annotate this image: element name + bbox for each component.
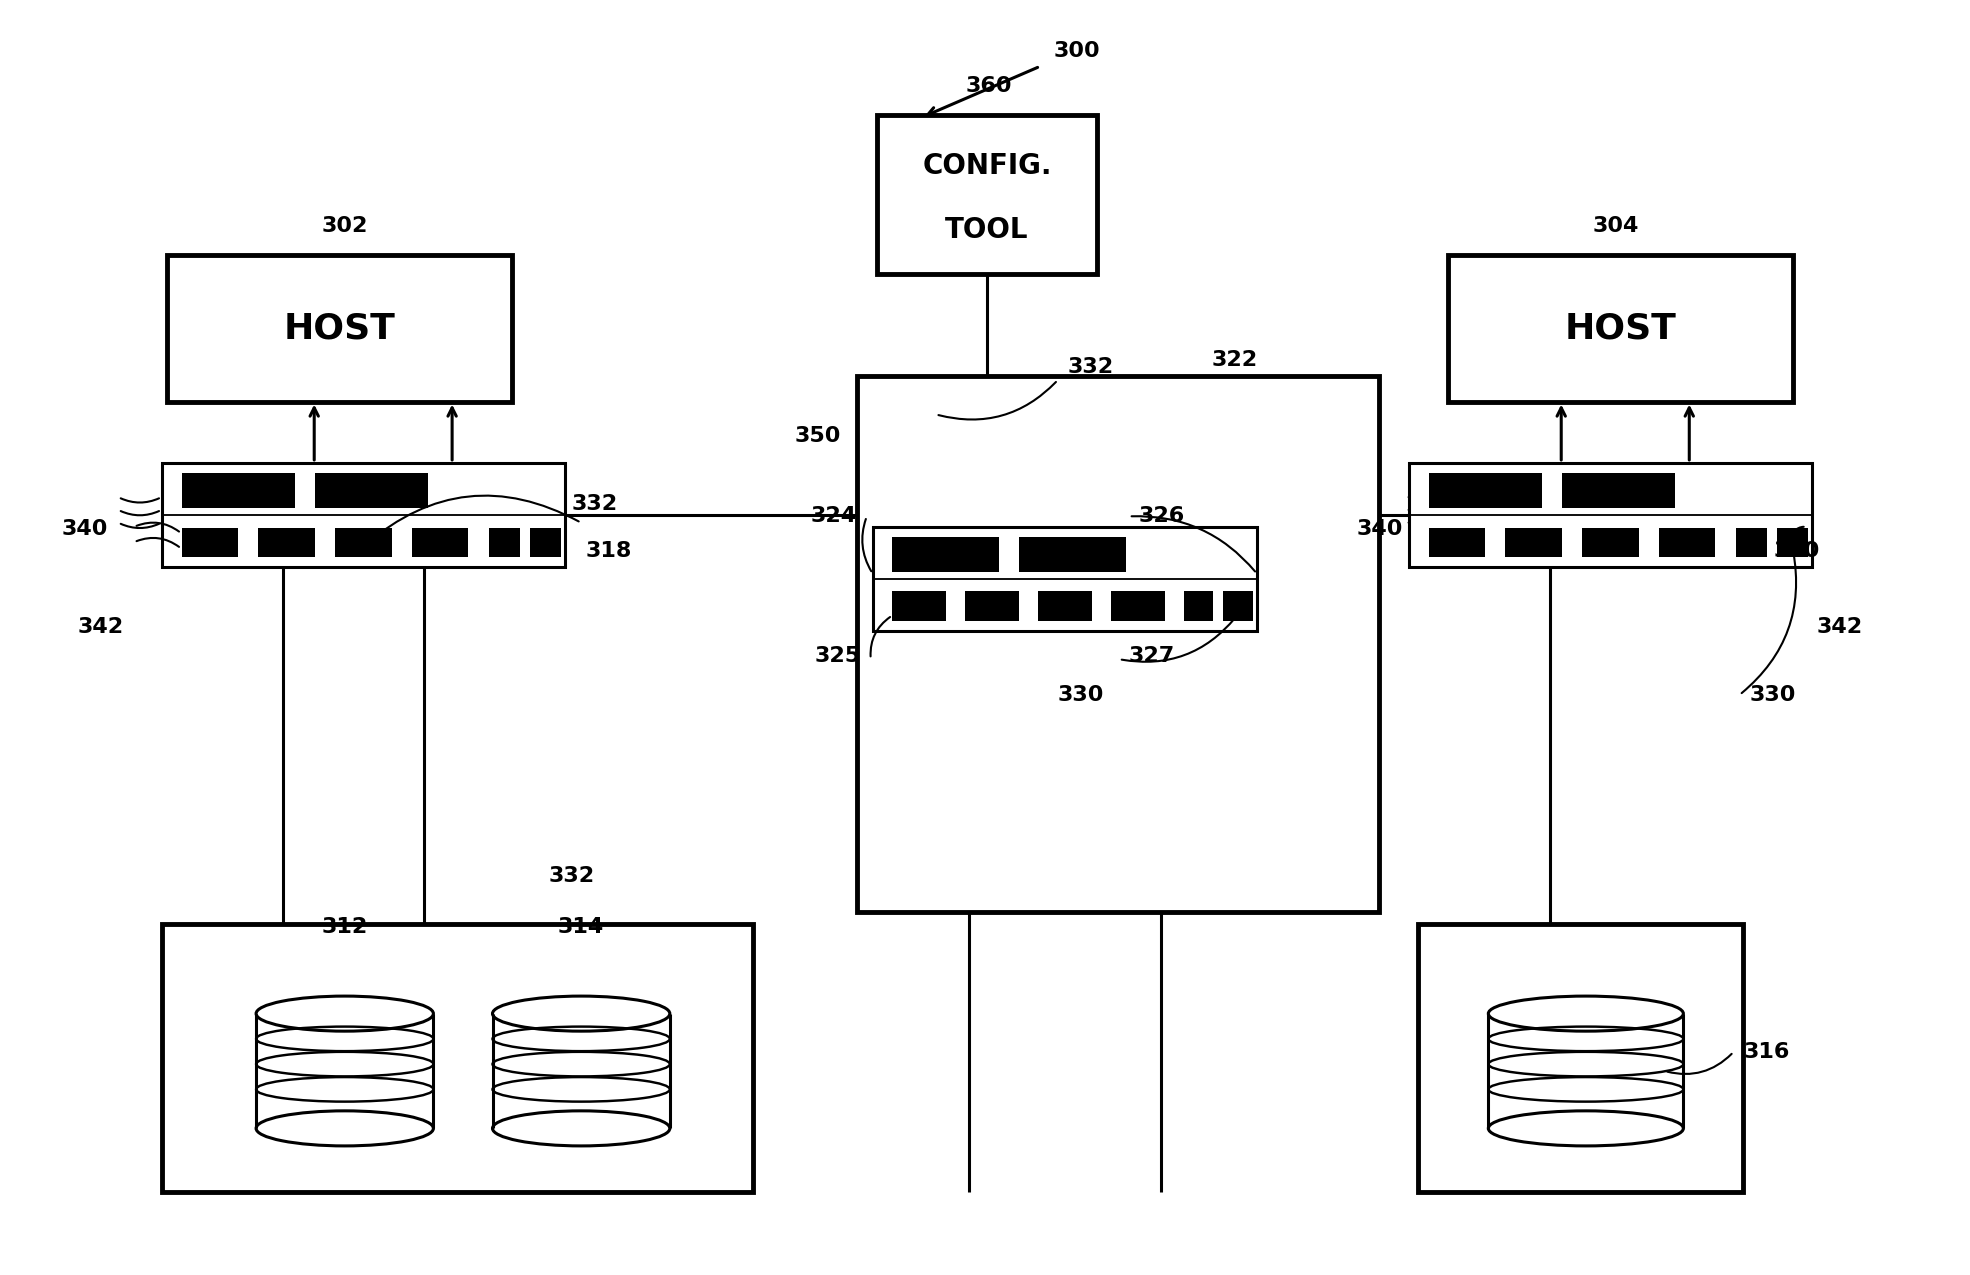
Bar <box>315 473 427 507</box>
Bar <box>181 473 296 507</box>
Text: 325: 325 <box>816 645 861 666</box>
Bar <box>1448 255 1793 402</box>
Text: 318: 318 <box>585 541 632 561</box>
Bar <box>1489 1014 1682 1128</box>
Bar <box>1777 528 1808 557</box>
Ellipse shape <box>256 996 433 1031</box>
Bar <box>489 528 520 557</box>
Bar <box>258 528 315 557</box>
Text: CONFIG.: CONFIG. <box>922 152 1052 180</box>
Bar <box>162 463 565 567</box>
Bar <box>162 924 753 1192</box>
Bar <box>1111 592 1164 621</box>
Bar <box>256 1014 433 1128</box>
Bar <box>167 255 512 402</box>
Ellipse shape <box>256 1111 433 1146</box>
Text: 327: 327 <box>1129 645 1174 666</box>
Bar <box>857 376 1379 912</box>
Bar <box>1418 924 1743 1192</box>
Text: 312: 312 <box>321 917 368 937</box>
Bar <box>892 592 946 621</box>
Text: 342: 342 <box>1816 617 1862 638</box>
Ellipse shape <box>492 1111 670 1146</box>
Ellipse shape <box>1489 1111 1684 1146</box>
Bar <box>181 528 238 557</box>
Text: 300: 300 <box>1054 41 1101 61</box>
Text: 326: 326 <box>1139 506 1184 527</box>
Bar <box>877 115 1097 274</box>
Text: 342: 342 <box>79 617 124 638</box>
Text: 316: 316 <box>1743 1042 1791 1062</box>
Text: 304: 304 <box>1592 215 1639 236</box>
Bar <box>1184 592 1214 621</box>
Bar <box>1428 528 1485 557</box>
Text: TOOL: TOOL <box>946 215 1028 244</box>
Text: 314: 314 <box>558 917 605 937</box>
Text: 302: 302 <box>321 215 368 236</box>
Bar <box>1659 528 1716 557</box>
Text: HOST: HOST <box>1564 311 1676 346</box>
Bar <box>1736 528 1767 557</box>
Bar <box>530 528 561 557</box>
Bar <box>965 592 1018 621</box>
Text: 320: 320 <box>1773 541 1820 561</box>
Text: 340: 340 <box>1355 519 1403 539</box>
Bar <box>1428 473 1543 507</box>
Bar <box>1018 537 1127 571</box>
Text: 340: 340 <box>61 519 108 539</box>
Text: 332: 332 <box>1068 357 1113 377</box>
Text: 322: 322 <box>1212 349 1257 370</box>
Bar <box>1562 473 1674 507</box>
Ellipse shape <box>1489 996 1684 1031</box>
Bar <box>1223 592 1253 621</box>
Text: 330: 330 <box>1058 685 1105 705</box>
Text: HOST: HOST <box>284 311 396 346</box>
Bar <box>1582 528 1639 557</box>
Bar <box>892 537 999 571</box>
Text: 332: 332 <box>571 493 617 514</box>
Text: 330: 330 <box>1749 685 1797 705</box>
Bar <box>1038 592 1091 621</box>
Text: 332: 332 <box>548 866 595 886</box>
Text: 350: 350 <box>794 426 841 446</box>
Bar <box>335 528 392 557</box>
Bar <box>412 528 469 557</box>
Text: 360: 360 <box>965 75 1013 96</box>
Bar <box>873 527 1257 631</box>
Bar <box>492 1014 670 1128</box>
Bar <box>1409 463 1812 567</box>
Ellipse shape <box>492 996 670 1031</box>
Text: 324: 324 <box>812 506 857 527</box>
Bar <box>1505 528 1562 557</box>
